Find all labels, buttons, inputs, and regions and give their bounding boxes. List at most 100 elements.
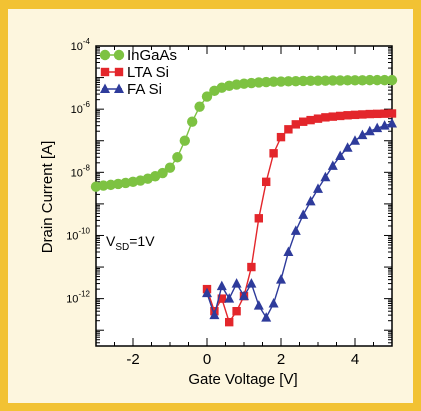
- data-point-lta-si: [350, 110, 360, 120]
- data-point-lta-si: [291, 120, 300, 129]
- data-point-lta-si: [232, 306, 241, 316]
- series-fa-si: [202, 118, 397, 322]
- data-point-ingaas: [386, 74, 398, 86]
- legend-marker-ingaas: [99, 49, 111, 61]
- data-point-ingaas: [283, 76, 294, 87]
- data-point-lta-si: [225, 317, 234, 327]
- data-point-lta-si: [373, 109, 382, 119]
- data-point-lta-si: [343, 111, 352, 120]
- data-point-ingaas: [320, 75, 331, 86]
- y-tick-exponent: -4: [83, 37, 91, 46]
- data-point-ingaas: [349, 75, 361, 86]
- legend-marker-lta-si: [114, 67, 124, 77]
- data-point-fa-si: [231, 278, 242, 288]
- data-point-ingaas: [179, 135, 190, 146]
- y-tick-exponent: -10: [78, 226, 90, 235]
- data-point-fa-si: [372, 122, 383, 133]
- data-point-fa-si: [246, 278, 257, 288]
- data-point-ingaas: [194, 101, 205, 112]
- data-point-lta-si: [328, 112, 337, 121]
- data-point-fa-si: [283, 246, 294, 256]
- data-point-ingaas: [372, 74, 383, 86]
- data-point-lta-si: [365, 109, 374, 119]
- legend-marker-lta-si: [100, 67, 110, 77]
- y-tick-exponent: -6: [83, 100, 91, 109]
- legend-marker-fa-si: [100, 83, 110, 93]
- data-point-ingaas: [290, 75, 301, 87]
- data-point-fa-si: [305, 195, 316, 206]
- y-tick-base: 10: [66, 294, 78, 306]
- data-point-fa-si: [209, 309, 220, 320]
- data-point-lta-si: [299, 117, 308, 126]
- data-point-fa-si: [268, 298, 279, 308]
- y-tick-base: 10: [71, 167, 83, 179]
- data-point-ingaas: [364, 74, 375, 86]
- data-point-ingaas: [379, 74, 390, 86]
- data-point-lta-si: [358, 110, 367, 119]
- data-point-fa-si: [335, 150, 346, 160]
- data-point-ingaas: [275, 76, 287, 87]
- y-tick-label: 10-4: [71, 37, 91, 53]
- series-layer: [90, 74, 398, 327]
- data-point-fa-si: [298, 209, 309, 219]
- data-point-ingaas: [187, 116, 198, 127]
- data-point-ingaas: [305, 75, 316, 87]
- data-point-fa-si: [342, 142, 353, 152]
- y-tick-label: 10-12: [66, 290, 90, 306]
- y-tick-base: 10: [66, 230, 78, 242]
- vsd-annotation-rest: =1V: [129, 233, 155, 249]
- y-axis-title: Drain Current [A]: [39, 141, 56, 254]
- y-tick-label: 10-10: [66, 226, 90, 242]
- data-point-lta-si: [321, 113, 330, 122]
- x-tick-label: 2: [277, 351, 285, 368]
- data-point-fa-si: [202, 287, 212, 298]
- legend-label-lta-si: LTA Si: [127, 64, 169, 81]
- data-point-ingaas: [357, 75, 368, 86]
- legend-marker-fa-si: [114, 83, 124, 93]
- y-tick-label: 10-6: [71, 100, 91, 116]
- x-tick-label: -2: [126, 351, 139, 368]
- data-point-ingaas: [312, 75, 324, 86]
- vsd-annotation: VSD=1V: [106, 233, 155, 253]
- data-point-ingaas: [261, 76, 272, 88]
- data-point-ingaas: [335, 75, 346, 86]
- y-tick-base: 10: [71, 104, 83, 116]
- data-point-fa-si: [261, 312, 272, 322]
- data-point-fa-si: [327, 160, 338, 170]
- y-tick-exponent: -12: [78, 290, 90, 299]
- data-point-lta-si: [247, 262, 256, 272]
- data-point-lta-si: [380, 109, 389, 118]
- data-point-fa-si: [357, 129, 368, 140]
- data-point-fa-si: [253, 300, 264, 310]
- data-point-lta-si: [276, 132, 286, 142]
- legend-label-ingaas: InGaAs: [127, 47, 177, 64]
- y-tick-base: 10: [71, 41, 83, 53]
- data-point-lta-si: [387, 109, 397, 118]
- data-point-lta-si: [217, 294, 226, 303]
- y-tick-label: 10-8: [71, 163, 91, 179]
- legend-marker-ingaas: [113, 49, 125, 61]
- series-ingaas: [90, 74, 398, 192]
- data-point-fa-si: [364, 125, 375, 136]
- data-point-fa-si: [320, 171, 331, 182]
- data-point-ingaas: [201, 91, 213, 102]
- data-point-lta-si: [336, 111, 345, 121]
- x-tick-label: 4: [351, 351, 359, 368]
- annotation-layer: VSD=1V: [106, 233, 155, 253]
- data-point-fa-si: [387, 118, 397, 128]
- data-point-ingaas: [253, 77, 264, 88]
- data-point-fa-si: [350, 135, 360, 145]
- data-point-fa-si: [290, 225, 301, 235]
- data-point-fa-si: [379, 120, 390, 130]
- data-point-ingaas: [298, 75, 309, 87]
- data-point-ingaas: [268, 76, 279, 87]
- data-point-fa-si: [216, 280, 227, 291]
- data-point-ingaas: [327, 75, 338, 86]
- data-point-lta-si: [313, 114, 323, 123]
- data-point-fa-si: [239, 290, 249, 301]
- vsd-annotation-sub: SD: [115, 242, 129, 253]
- vsd-annotation-main: V: [106, 233, 116, 249]
